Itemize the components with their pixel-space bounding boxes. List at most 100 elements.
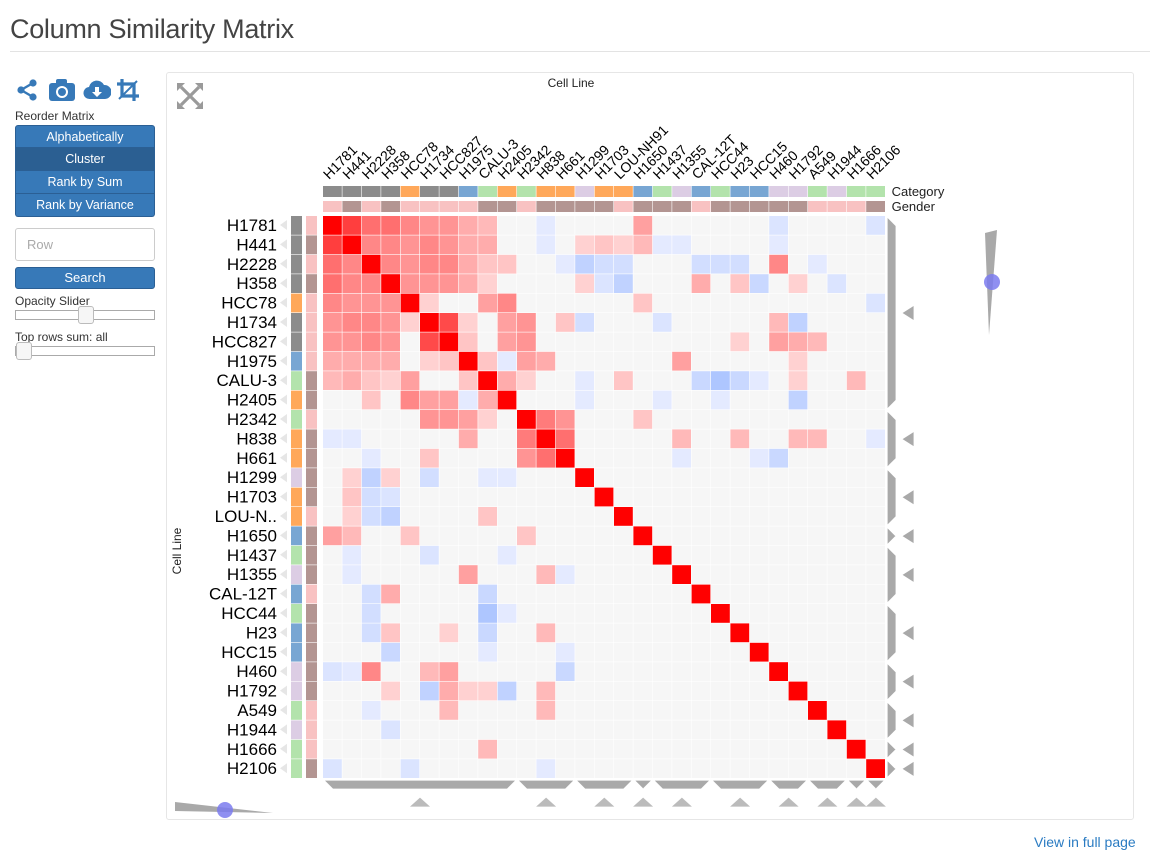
heatmap-cell[interactable] xyxy=(672,216,691,235)
heatmap-cell[interactable] xyxy=(652,351,672,371)
heatmap-cell[interactable] xyxy=(342,759,362,778)
row-triangle[interactable] xyxy=(280,549,287,560)
heatmap-cell[interactable] xyxy=(633,739,653,759)
top-rows-slider[interactable] xyxy=(15,342,155,360)
heatmap-cell[interactable] xyxy=(594,701,614,720)
heatmap-cell[interactable] xyxy=(749,526,769,546)
heatmap-cell[interactable] xyxy=(497,701,517,720)
heatmap-cell[interactable] xyxy=(420,584,439,604)
heatmap-cell[interactable] xyxy=(846,662,866,681)
heatmap-cell[interactable] xyxy=(633,487,653,507)
heatmap-cell[interactable] xyxy=(866,487,885,507)
heatmap-cell[interactable] xyxy=(439,701,459,720)
heatmap-cell[interactable] xyxy=(323,390,342,410)
heatmap-cell[interactable] xyxy=(866,313,885,332)
heatmap-cell[interactable] xyxy=(652,701,672,720)
heatmap-cell[interactable] xyxy=(614,448,633,468)
heatmap-cell[interactable] xyxy=(866,720,885,740)
heatmap-cell[interactable] xyxy=(672,332,691,352)
heatmap-cell[interactable] xyxy=(691,565,711,584)
heatmap-cell[interactable] xyxy=(866,390,885,410)
heatmap-cell[interactable] xyxy=(400,371,420,390)
heatmap-cell[interactable] xyxy=(769,701,788,720)
col-dendrogram-triangle[interactable] xyxy=(671,797,692,807)
heatmap-cell[interactable] xyxy=(672,371,691,390)
row-label[interactable]: HCC827 xyxy=(212,332,277,351)
heatmap-cell[interactable] xyxy=(672,487,691,507)
heatmap-cell[interactable] xyxy=(827,371,847,390)
heatmap-cell[interactable] xyxy=(400,448,420,468)
heatmap-cell[interactable] xyxy=(730,468,750,487)
heatmap-cell[interactable] xyxy=(439,429,459,449)
heatmap-cell[interactable] xyxy=(536,662,556,681)
heatmap-cell[interactable] xyxy=(478,565,497,584)
heatmap-cell[interactable] xyxy=(827,720,847,740)
heatmap-cell[interactable] xyxy=(749,429,769,449)
heatmap-cell[interactable] xyxy=(323,739,342,759)
heatmap-cell[interactable] xyxy=(846,584,866,604)
heatmap-cell[interactable] xyxy=(400,313,420,332)
heatmap-cell[interactable] xyxy=(749,235,769,255)
heatmap-cell[interactable] xyxy=(730,351,750,371)
heatmap-cell[interactable] xyxy=(788,429,808,449)
heatmap-cell[interactable] xyxy=(730,681,750,701)
heatmap-cell[interactable] xyxy=(439,565,459,584)
heatmap-cell[interactable] xyxy=(342,604,362,623)
heatmap-cell[interactable] xyxy=(555,545,575,565)
heatmap-cell[interactable] xyxy=(497,565,517,584)
heatmap-cell[interactable] xyxy=(536,545,556,565)
heatmap-cell[interactable] xyxy=(381,274,400,293)
row-label[interactable]: H1437 xyxy=(227,546,277,565)
heatmap-cell[interactable] xyxy=(691,468,711,487)
heatmap-cell[interactable] xyxy=(866,701,885,720)
heatmap-cell[interactable] xyxy=(730,332,750,352)
heatmap-cell[interactable] xyxy=(691,759,711,778)
heatmap-cell[interactable] xyxy=(808,487,827,507)
heatmap-cell[interactable] xyxy=(342,313,362,332)
heatmap-cell[interactable] xyxy=(633,526,653,546)
heatmap-cell[interactable] xyxy=(342,448,362,468)
heatmap-cell[interactable] xyxy=(827,274,847,293)
heatmap-cell[interactable] xyxy=(400,216,420,235)
heatmap-cell[interactable] xyxy=(614,390,633,410)
heatmap-cell[interactable] xyxy=(866,642,885,662)
heatmap-cell[interactable] xyxy=(575,371,594,390)
heatmap-cell[interactable] xyxy=(439,351,459,371)
heatmap-cell[interactable] xyxy=(342,216,362,235)
heatmap-cell[interactable] xyxy=(866,507,885,526)
heatmap-cell[interactable] xyxy=(420,545,439,565)
heatmap-cell[interactable] xyxy=(400,332,420,352)
heatmap-cell[interactable] xyxy=(769,545,788,565)
heatmap-cell[interactable] xyxy=(711,701,730,720)
row-triangle[interactable] xyxy=(280,239,287,250)
heatmap-cell[interactable] xyxy=(614,507,633,526)
heatmap-cell[interactable] xyxy=(439,623,459,643)
heatmap-cell[interactable] xyxy=(769,448,788,468)
heatmap-cell[interactable] xyxy=(711,235,730,255)
heatmap-cell[interactable] xyxy=(478,468,497,487)
heatmap-cell[interactable] xyxy=(788,468,808,487)
heatmap-cell[interactable] xyxy=(808,526,827,546)
heatmap-cell[interactable] xyxy=(730,526,750,546)
heatmap-cell[interactable] xyxy=(323,410,342,429)
heatmap-cell[interactable] xyxy=(342,739,362,759)
row-triangle[interactable] xyxy=(280,297,287,308)
heatmap-cell[interactable] xyxy=(400,565,420,584)
heatmap-cell[interactable] xyxy=(866,526,885,546)
heatmap-cell[interactable] xyxy=(652,410,672,429)
heatmap-cell[interactable] xyxy=(769,604,788,623)
heatmap-cell[interactable] xyxy=(730,739,750,759)
heatmap-cell[interactable] xyxy=(420,293,439,313)
heatmap-cell[interactable] xyxy=(633,545,653,565)
heatmap-cell[interactable] xyxy=(497,351,517,371)
heatmap-cell[interactable] xyxy=(517,565,536,584)
opacity-slider-handle[interactable] xyxy=(78,306,94,324)
heatmap-cell[interactable] xyxy=(691,604,711,623)
heatmap-cell[interactable] xyxy=(323,313,342,332)
heatmap-cell[interactable] xyxy=(439,274,459,293)
heatmap-cell[interactable] xyxy=(711,351,730,371)
heatmap-cell[interactable] xyxy=(323,448,342,468)
heatmap-cell[interactable] xyxy=(400,351,420,371)
heatmap-cell[interactable] xyxy=(808,448,827,468)
heatmap-cell[interactable] xyxy=(788,448,808,468)
